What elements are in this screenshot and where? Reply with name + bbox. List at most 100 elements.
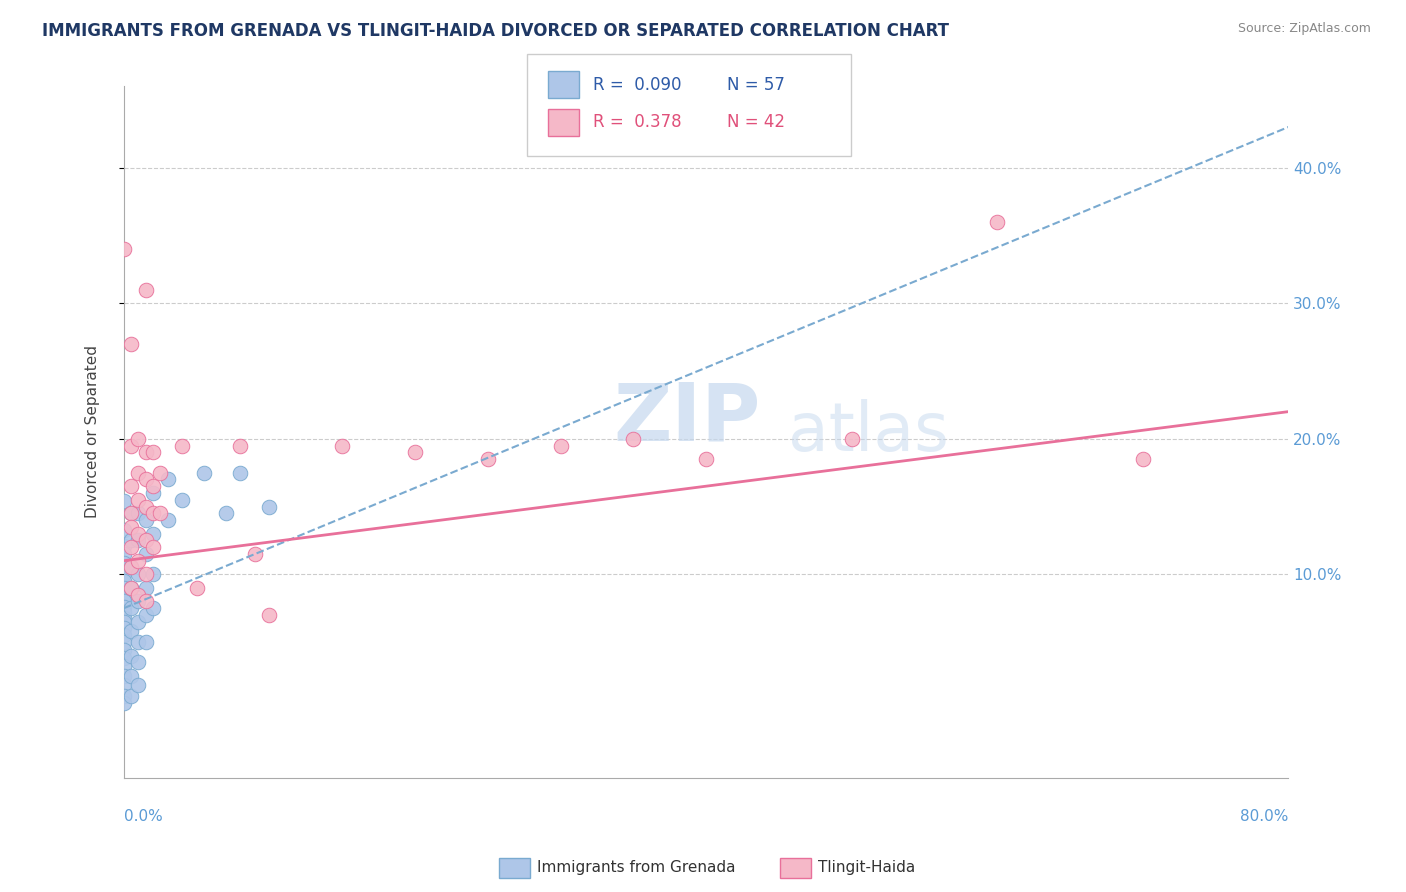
Point bbox=[120, 479, 142, 493]
Point bbox=[120, 438, 142, 452]
Point bbox=[120, 581, 142, 595]
Point bbox=[135, 581, 157, 595]
Point bbox=[135, 513, 157, 527]
Point bbox=[142, 479, 165, 493]
Point bbox=[127, 554, 149, 568]
Point bbox=[127, 635, 149, 649]
Point bbox=[127, 466, 149, 480]
Point bbox=[112, 581, 135, 595]
Text: N = 57: N = 57 bbox=[727, 76, 785, 94]
Point bbox=[142, 506, 165, 520]
Point bbox=[112, 610, 135, 624]
Point bbox=[112, 605, 135, 619]
Point bbox=[695, 452, 717, 467]
Text: R =  0.090: R = 0.090 bbox=[593, 76, 682, 94]
Point bbox=[621, 432, 644, 446]
Point bbox=[841, 432, 863, 446]
Point bbox=[550, 438, 572, 452]
Point bbox=[142, 601, 165, 615]
Point bbox=[135, 472, 157, 486]
Point bbox=[149, 466, 172, 480]
Point bbox=[120, 581, 142, 595]
Point bbox=[112, 678, 135, 692]
Point bbox=[404, 445, 426, 459]
Text: Source: ZipAtlas.com: Source: ZipAtlas.com bbox=[1237, 22, 1371, 36]
Point bbox=[243, 547, 266, 561]
Text: Tlingit-Haida: Tlingit-Haida bbox=[818, 860, 915, 874]
Point bbox=[112, 628, 135, 642]
Point bbox=[112, 539, 135, 553]
Point bbox=[120, 690, 142, 704]
Point bbox=[112, 574, 135, 588]
Text: ZIP: ZIP bbox=[613, 379, 761, 457]
Point bbox=[127, 588, 149, 602]
Point bbox=[142, 486, 165, 500]
Point bbox=[120, 648, 142, 663]
Point bbox=[127, 506, 149, 520]
Point bbox=[120, 624, 142, 639]
Point bbox=[112, 659, 135, 673]
Point bbox=[127, 567, 149, 582]
Point bbox=[135, 594, 157, 608]
Point bbox=[120, 506, 142, 520]
Point bbox=[112, 494, 135, 508]
Point bbox=[112, 635, 135, 649]
Point bbox=[127, 594, 149, 608]
Point bbox=[112, 651, 135, 665]
Point bbox=[135, 445, 157, 459]
Text: IMMIGRANTS FROM GRENADA VS TLINGIT-HAIDA DIVORCED OR SEPARATED CORRELATION CHART: IMMIGRANTS FROM GRENADA VS TLINGIT-HAIDA… bbox=[42, 22, 949, 40]
Point bbox=[127, 533, 149, 548]
Point bbox=[127, 678, 149, 692]
Point bbox=[135, 635, 157, 649]
Text: Immigrants from Grenada: Immigrants from Grenada bbox=[537, 860, 735, 874]
Point bbox=[120, 337, 142, 351]
Text: 80.0%: 80.0% bbox=[1240, 809, 1288, 823]
Text: R =  0.378: R = 0.378 bbox=[593, 113, 682, 131]
Point bbox=[135, 547, 157, 561]
Point bbox=[142, 526, 165, 541]
Point bbox=[112, 669, 135, 683]
Point bbox=[120, 560, 142, 574]
Point bbox=[135, 533, 157, 548]
Point bbox=[259, 607, 281, 622]
Text: N = 42: N = 42 bbox=[727, 113, 785, 131]
Point bbox=[156, 513, 179, 527]
Point bbox=[156, 472, 179, 486]
Point bbox=[330, 438, 353, 452]
Point bbox=[215, 506, 238, 520]
Y-axis label: Divorced or Separated: Divorced or Separated bbox=[86, 345, 100, 518]
Text: atlas: atlas bbox=[787, 399, 949, 465]
Point bbox=[120, 520, 142, 534]
Point bbox=[259, 500, 281, 514]
Point bbox=[127, 656, 149, 670]
Point bbox=[112, 547, 135, 561]
Point bbox=[120, 506, 142, 520]
Point bbox=[112, 696, 135, 710]
Point bbox=[112, 567, 135, 582]
Point bbox=[120, 560, 142, 574]
Point bbox=[112, 242, 135, 256]
Point bbox=[112, 643, 135, 657]
Point bbox=[112, 622, 135, 636]
Point bbox=[172, 492, 194, 507]
Point bbox=[142, 540, 165, 554]
Point bbox=[112, 588, 135, 602]
Point bbox=[986, 215, 1008, 229]
Point bbox=[120, 601, 142, 615]
Point bbox=[112, 594, 135, 608]
Point bbox=[112, 615, 135, 629]
Point bbox=[127, 432, 149, 446]
Point bbox=[135, 500, 157, 514]
Point bbox=[1132, 452, 1154, 467]
Point bbox=[127, 615, 149, 629]
Point bbox=[142, 567, 165, 582]
Text: 0.0%: 0.0% bbox=[124, 809, 163, 823]
Point bbox=[135, 567, 157, 582]
Point bbox=[112, 557, 135, 571]
Point bbox=[186, 581, 208, 595]
Point bbox=[135, 607, 157, 622]
Point bbox=[120, 533, 142, 548]
Point bbox=[127, 526, 149, 541]
Point bbox=[112, 599, 135, 614]
Point bbox=[142, 445, 165, 459]
